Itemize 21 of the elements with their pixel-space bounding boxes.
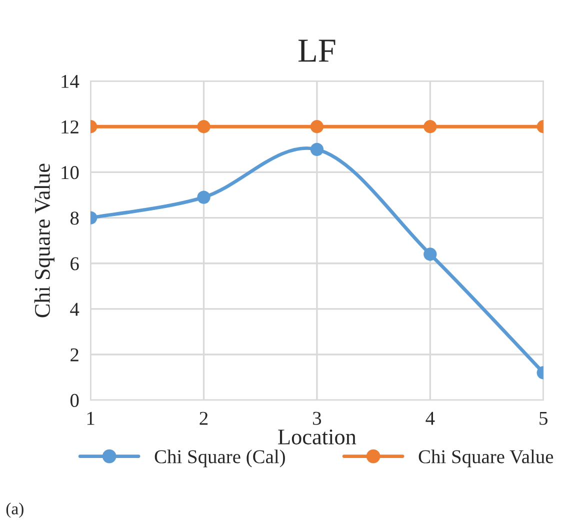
x-tick-label: 3	[313, 412, 322, 425]
text: (a)	[6, 502, 24, 518]
y-tick-label: 0	[70, 394, 79, 408]
x-tick-label: 2	[200, 412, 208, 425]
x-tick-label: 4	[426, 412, 435, 425]
y-tick-label: 8	[70, 212, 79, 225]
y-tick-label: 10	[62, 166, 79, 180]
legend-label: Chi Square (Cal)	[154, 450, 285, 468]
y-tick-label: 12	[62, 120, 78, 134]
x-tick-label: 5	[540, 412, 548, 425]
y-tick-label: 14	[62, 74, 80, 88]
y-tick-label: 4	[70, 302, 80, 316]
point	[310, 142, 324, 156]
point	[310, 120, 324, 134]
x-tick-label: 1	[87, 412, 94, 425]
x-axis-title: Location	[278, 430, 356, 444]
chart-title: LF	[298, 40, 336, 62]
y-axis-title: Chi Square Value	[34, 164, 54, 318]
legend-label: Chi Square Value	[418, 450, 554, 468]
y-tick-label: 2	[70, 348, 78, 362]
y-tick-label: 6	[70, 257, 79, 270]
